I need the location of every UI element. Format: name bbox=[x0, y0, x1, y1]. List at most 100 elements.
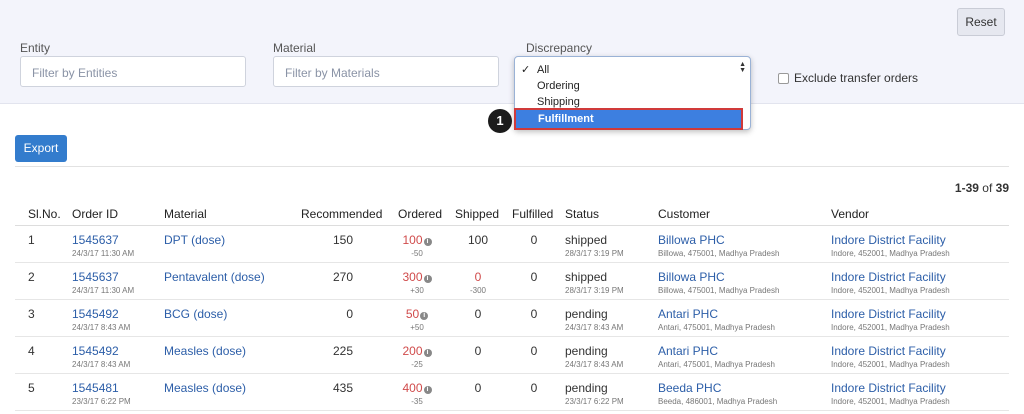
recommended-value: 0 bbox=[346, 307, 353, 321]
recommended-value: 150 bbox=[332, 233, 353, 247]
order-id-cell: 1545481 23/3/17 6:22 PM bbox=[72, 381, 131, 406]
material-link[interactable]: Measles (dose) bbox=[164, 381, 247, 395]
material-link[interactable]: Pentavalent (dose) bbox=[164, 270, 265, 284]
exclude-transfer-checkbox[interactable]: Exclude transfer orders bbox=[778, 71, 918, 85]
status-date: 23/3/17 6:22 PM bbox=[565, 397, 624, 406]
info-icon[interactable]: i bbox=[420, 312, 429, 320]
order-id-link[interactable]: 1545637 bbox=[72, 233, 119, 247]
order-id-cell: 1545492 24/3/17 8:43 AM bbox=[72, 307, 130, 332]
shipped-value: 0 bbox=[474, 270, 482, 284]
customer-link[interactable]: Antari PHC bbox=[658, 307, 719, 321]
discrepancy-dropdown[interactable]: ✓ All ▲ ▼ Ordering Shipping Fulfillment bbox=[514, 56, 751, 130]
fulfilled-value: 0 bbox=[530, 233, 538, 247]
info-icon[interactable]: i bbox=[423, 238, 432, 246]
header-fulfilled: Fulfilled bbox=[512, 207, 554, 221]
vendor-link[interactable]: Indore District Facility bbox=[831, 307, 946, 321]
customer-link[interactable]: Antari PHC bbox=[658, 344, 719, 358]
material-cell: Measles (dose) bbox=[164, 344, 246, 358]
ordered-value: 50 bbox=[405, 307, 420, 321]
dropdown-option-fulfillment[interactable]: Fulfillment bbox=[514, 108, 743, 130]
info-icon[interactable]: i bbox=[423, 349, 432, 357]
status-cell: shipped 28/3/17 3:19 PM bbox=[565, 233, 624, 258]
status-text: pending bbox=[565, 381, 608, 395]
header-vendor: Vendor bbox=[831, 207, 870, 221]
dropdown-option-shipping[interactable]: Shipping bbox=[537, 96, 580, 108]
ordered-cell: 100 i -50 bbox=[391, 233, 443, 258]
filter-panel: Reset Entity Filter by Entities Material… bbox=[0, 0, 1024, 104]
ordered-diff: -35 bbox=[411, 397, 423, 406]
pagination-info: 1-39 of 39 bbox=[954, 181, 1009, 195]
material-filter-input[interactable]: Filter by Materials bbox=[273, 56, 499, 87]
vendor-cell: Indore District Facility Indore, 452001, … bbox=[831, 381, 950, 406]
vendor-address: Indore, 452001, Madhya Pradesh bbox=[831, 360, 950, 369]
material-link[interactable]: DPT (dose) bbox=[164, 233, 226, 247]
order-id-cell: 1545637 24/3/17 11:30 AM bbox=[72, 270, 134, 295]
vendor-link[interactable]: Indore District Facility bbox=[831, 381, 946, 395]
header-ordered: Ordered bbox=[398, 207, 443, 221]
recommended-value: 225 bbox=[332, 344, 353, 358]
vendor-address: Indore, 452001, Madhya Pradesh bbox=[831, 286, 950, 295]
status-cell: pending 24/3/17 8:43 AM bbox=[565, 307, 623, 332]
customer-cell: Billowa PHC Billowa, 475001, Madhya Prade… bbox=[658, 233, 779, 258]
order-date: 24/3/17 11:30 AM bbox=[72, 286, 135, 295]
order-id-cell: 1545492 24/3/17 8:43 AM bbox=[72, 344, 130, 369]
header-recommended: Recommended bbox=[301, 207, 383, 221]
ordered-value: 100 bbox=[402, 233, 423, 247]
order-date: 24/3/17 11:30 AM bbox=[72, 249, 135, 258]
ordered-diff: -25 bbox=[411, 360, 423, 369]
order-date: 24/3/17 8:43 AM bbox=[72, 323, 131, 332]
vendor-address: Indore, 452001, Madhya Pradesh bbox=[831, 323, 950, 332]
customer-cell: Antari PHC Antari, 475001, Madhya Pradesh bbox=[658, 344, 775, 369]
status-cell: pending 23/3/17 6:22 PM bbox=[565, 381, 624, 406]
dropdown-option-ordering[interactable]: Ordering bbox=[537, 80, 580, 92]
vendor-cell: Indore District Facility Indore, 452001, … bbox=[831, 270, 950, 295]
vendor-link[interactable]: Indore District Facility bbox=[831, 233, 946, 247]
header-customer: Customer bbox=[658, 207, 711, 221]
material-link[interactable]: Measles (dose) bbox=[164, 344, 247, 358]
ordered-cell: 50 i +50 bbox=[391, 307, 443, 332]
header-shipped: Shipped bbox=[455, 207, 500, 221]
info-icon[interactable]: i bbox=[423, 275, 432, 283]
customer-link[interactable]: Billowa PHC bbox=[658, 233, 725, 247]
order-id-cell: 1545637 24/3/17 11:30 AM bbox=[72, 233, 134, 258]
order-id-link[interactable]: 1545492 bbox=[72, 307, 119, 321]
vendor-link[interactable]: Indore District Facility bbox=[831, 270, 946, 284]
shipped-cell: 100 bbox=[460, 233, 496, 249]
export-button[interactable]: Export bbox=[15, 135, 67, 162]
status-cell: pending 24/3/17 8:43 AM bbox=[565, 344, 623, 369]
fulfilled-value: 0 bbox=[530, 381, 538, 395]
ordered-diff: -50 bbox=[411, 249, 423, 258]
order-id-link[interactable]: 1545492 bbox=[72, 344, 119, 358]
shipped-value: 0 bbox=[474, 344, 482, 358]
customer-link[interactable]: Billowa PHC bbox=[658, 270, 725, 284]
shipped-cell: 0 bbox=[460, 344, 496, 360]
order-id-link[interactable]: 1545481 bbox=[72, 381, 119, 395]
entity-filter-input[interactable]: Filter by Entities bbox=[20, 56, 246, 87]
material-link[interactable]: BCG (dose) bbox=[164, 307, 228, 321]
entity-label: Entity bbox=[20, 41, 51, 55]
divider bbox=[15, 166, 1009, 167]
vendor-link[interactable]: Indore District Facility bbox=[831, 344, 946, 358]
reset-button[interactable]: Reset bbox=[957, 8, 1005, 36]
row-slno: 2 bbox=[28, 270, 35, 284]
ordered-diff: +50 bbox=[410, 323, 424, 332]
ordered-cell: 200 i -25 bbox=[391, 344, 443, 369]
recommended-value: 270 bbox=[332, 270, 353, 284]
row-slno: 1 bbox=[28, 233, 35, 247]
checkmark-icon: ✓ bbox=[521, 64, 531, 76]
order-id-link[interactable]: 1545637 bbox=[72, 270, 119, 284]
shipped-cell: 0 bbox=[460, 307, 496, 323]
checkbox-box[interactable] bbox=[778, 72, 789, 84]
ordered-value: 200 bbox=[402, 344, 423, 358]
customer-address: Beeda, 486001, Madhya Pradesh bbox=[658, 397, 778, 406]
customer-link[interactable]: Beeda PHC bbox=[658, 381, 722, 395]
info-icon[interactable]: i bbox=[423, 386, 432, 394]
shipped-cell: 0 bbox=[460, 381, 496, 397]
shipped-value: 100 bbox=[467, 233, 489, 247]
status-date: 24/3/17 8:43 AM bbox=[565, 323, 624, 332]
dropdown-option-all[interactable]: ✓ All bbox=[521, 64, 550, 76]
select-arrows-icon[interactable]: ▲ ▼ bbox=[739, 61, 746, 74]
material-label: Material bbox=[273, 41, 316, 55]
header-slno: Sl.No. bbox=[28, 207, 61, 221]
ordered-cell: 300 i +30 bbox=[391, 270, 443, 295]
